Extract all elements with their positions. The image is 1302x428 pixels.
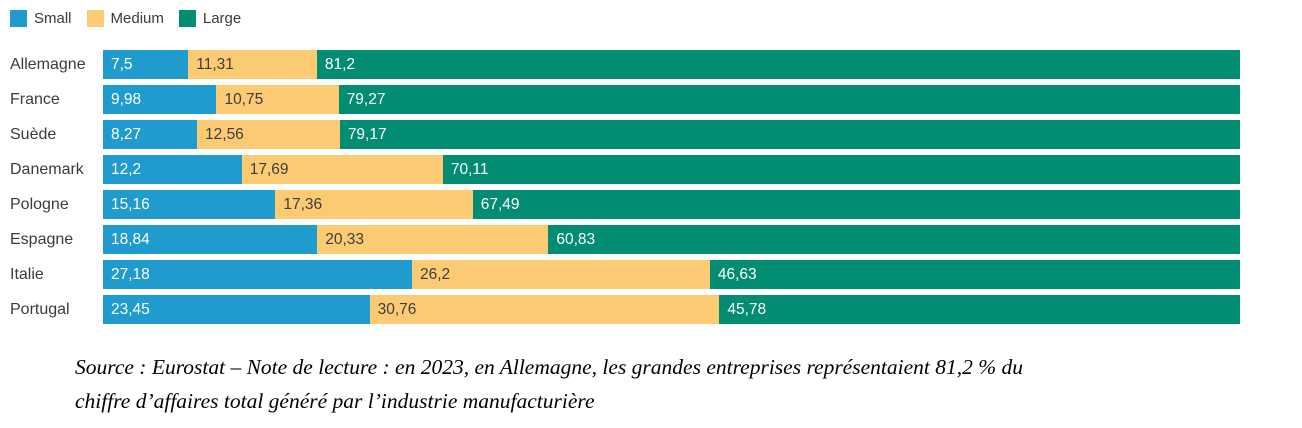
bar-value-label: 7,5 — [111, 55, 133, 73]
category-label: Espagne — [10, 230, 74, 248]
legend-swatch-small — [10, 10, 27, 27]
bar-segment-large: 79,17 — [339, 120, 1240, 149]
bar-track: 23,45 30,76 45,78 — [103, 295, 1240, 324]
bar-value-label: 10,75 — [224, 90, 264, 108]
bar-value-label: 46,63 — [717, 265, 757, 283]
category-label: France — [10, 90, 60, 108]
bar-value-label: 18,84 — [111, 230, 150, 248]
bar-value-label: 23,45 — [111, 300, 150, 318]
bar-value-label: 17,36 — [283, 195, 323, 213]
source-note-line-1: Source : Eurostat – Note de lecture : en… — [75, 355, 1024, 379]
category-label: Pologne — [10, 195, 69, 213]
chart-row: Suède 8,27 12,56 79,17 — [0, 120, 1302, 149]
bar-value-label: 81,2 — [324, 55, 356, 73]
bar-value-label: 30,76 — [377, 300, 417, 318]
legend: Small Medium Large — [10, 10, 256, 27]
bar-value-label: 70,11 — [450, 160, 489, 178]
bar-segment-large: 67,49 — [472, 190, 1240, 219]
bar-segment-small: 7,5 — [103, 50, 189, 79]
bar-segment-medium: 26,2 — [412, 260, 710, 289]
category-label: Italie — [10, 265, 44, 283]
bar-segment-large: 79,27 — [338, 85, 1240, 114]
bar-segment-large: 46,63 — [709, 260, 1240, 289]
bar-value-label: 20,33 — [325, 230, 364, 248]
bar-segment-medium: 17,36 — [275, 190, 473, 219]
bar-value-label: 12,56 — [205, 125, 244, 143]
legend-item-medium: Medium — [86, 10, 164, 27]
source-note: Source : Eurostat – Note de lecture : en… — [75, 350, 1297, 418]
bar-segment-medium: 30,76 — [369, 295, 720, 324]
bar-track: 12,2 17,69 70,11 — [103, 155, 1240, 184]
bar-track: 7,5 11,31 81,2 — [103, 50, 1240, 79]
chart-row: Portugal 23,45 30,76 45,78 — [0, 295, 1302, 324]
chart-row: Espagne 18,84 20,33 60,83 — [0, 225, 1302, 254]
category-label: Danemark — [10, 160, 84, 178]
bar-segment-small: 8,27 — [103, 120, 198, 149]
bar-track: 27,18 26,2 46,63 — [103, 260, 1240, 289]
bar-segment-medium: 11,31 — [188, 50, 317, 79]
chart-row: Danemark 12,2 17,69 70,11 — [0, 155, 1302, 184]
bar-value-label: 45,78 — [727, 300, 767, 318]
source-note-line-2: chiffre d’affaires total généré par l’in… — [75, 389, 595, 413]
chart-row: Italie 27,18 26,2 46,63 — [0, 260, 1302, 289]
bar-segment-medium: 12,56 — [197, 120, 340, 149]
legend-label: Small — [34, 10, 72, 27]
bar-track: 8,27 12,56 79,17 — [103, 120, 1240, 149]
chart-row: France 9,98 10,75 79,27 — [0, 85, 1302, 114]
bar-segment-small: 9,98 — [103, 85, 217, 114]
bar-segment-medium: 17,69 — [241, 155, 443, 184]
bar-value-label: 79,27 — [346, 90, 386, 108]
bar-value-label: 12,2 — [111, 160, 142, 178]
legend-item-small: Small — [10, 10, 72, 27]
bar-value-label: 9,98 — [111, 90, 142, 108]
bar-track: 18,84 20,33 60,83 — [103, 225, 1240, 254]
bar-value-label: 26,2 — [420, 265, 451, 283]
bar-track: 15,16 17,36 67,49 — [103, 190, 1240, 219]
bar-value-label: 79,17 — [347, 125, 387, 143]
bar-segment-large: 45,78 — [719, 295, 1240, 324]
bar-segment-medium: 10,75 — [216, 85, 339, 114]
chart-row: Allemagne 7,5 11,31 81,2 — [0, 50, 1302, 79]
category-label: Suède — [10, 125, 57, 143]
legend-swatch-large — [178, 10, 196, 27]
legend-label: Medium — [110, 10, 164, 27]
category-label: Portugal — [10, 300, 70, 318]
bar-value-label: 67,49 — [480, 195, 520, 213]
bar-segment-small: 12,2 — [103, 155, 242, 184]
bar-segment-large: 60,83 — [548, 225, 1240, 254]
legend-label: Large — [202, 10, 242, 27]
legend-item-large: Large — [178, 10, 242, 27]
bar-segment-large: 81,2 — [316, 50, 1240, 79]
bar-segment-small: 15,16 — [103, 190, 276, 219]
bar-segment-small: 23,45 — [103, 295, 370, 324]
bar-segment-small: 27,18 — [103, 260, 412, 289]
bar-value-label: 15,16 — [111, 195, 150, 213]
legend-swatch-medium — [86, 10, 104, 27]
category-label: Allemagne — [10, 55, 86, 73]
bar-value-label: 17,69 — [249, 160, 289, 178]
chart-row: Pologne 15,16 17,36 67,49 — [0, 190, 1302, 219]
bar-value-label: 11,31 — [196, 55, 234, 73]
bar-segment-medium: 20,33 — [317, 225, 549, 254]
chart: Allemagne 7,5 11,31 81,2 France 9,98 10,75 79,2… — [0, 50, 1302, 330]
bar-value-label: 8,27 — [111, 125, 142, 143]
bar-value-label: 27,18 — [111, 265, 150, 283]
bar-value-label: 60,83 — [556, 230, 596, 248]
bar-segment-small: 18,84 — [103, 225, 318, 254]
bar-segment-large: 70,11 — [442, 155, 1240, 184]
bar-track: 9,98 10,75 79,27 — [103, 85, 1240, 114]
